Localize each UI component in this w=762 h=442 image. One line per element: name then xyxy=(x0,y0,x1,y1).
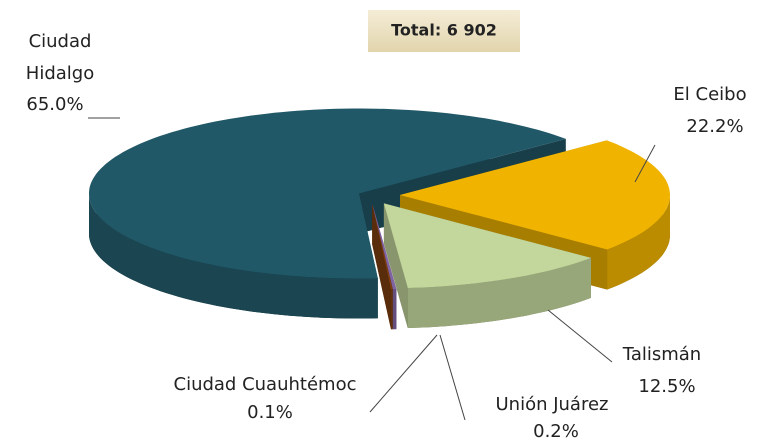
category-label: Ciudad Cuauhtémoc xyxy=(174,374,357,395)
leader-line xyxy=(547,309,613,363)
slice-side xyxy=(391,289,393,330)
value-label: 22.2% xyxy=(686,116,743,137)
slice xyxy=(89,108,566,279)
value-label: 0.2% xyxy=(533,421,579,442)
slice xyxy=(383,203,591,288)
category-label: El Ceibo xyxy=(673,84,746,105)
total-label: Total: 6 902 xyxy=(391,21,497,40)
leader-line xyxy=(439,334,466,421)
slice xyxy=(372,204,397,290)
slice-side xyxy=(407,257,591,328)
category-label: Unión Juárez xyxy=(495,394,608,415)
slice-wall xyxy=(383,203,408,328)
slice-wall xyxy=(372,204,391,330)
slice xyxy=(372,204,393,290)
slice-side xyxy=(607,195,670,290)
slice-side xyxy=(393,289,397,330)
value-label: 65.0% xyxy=(26,94,83,115)
value-label: 12.5% xyxy=(638,376,695,397)
slice-side xyxy=(89,193,378,319)
category-label: Talismán xyxy=(622,344,701,365)
value-label: 0.1% xyxy=(247,402,293,423)
leader-line xyxy=(634,144,656,183)
leader-line xyxy=(369,334,438,413)
slice xyxy=(400,140,670,250)
category-label: Ciudad Hidalgo xyxy=(26,31,94,84)
total-box xyxy=(368,10,520,52)
